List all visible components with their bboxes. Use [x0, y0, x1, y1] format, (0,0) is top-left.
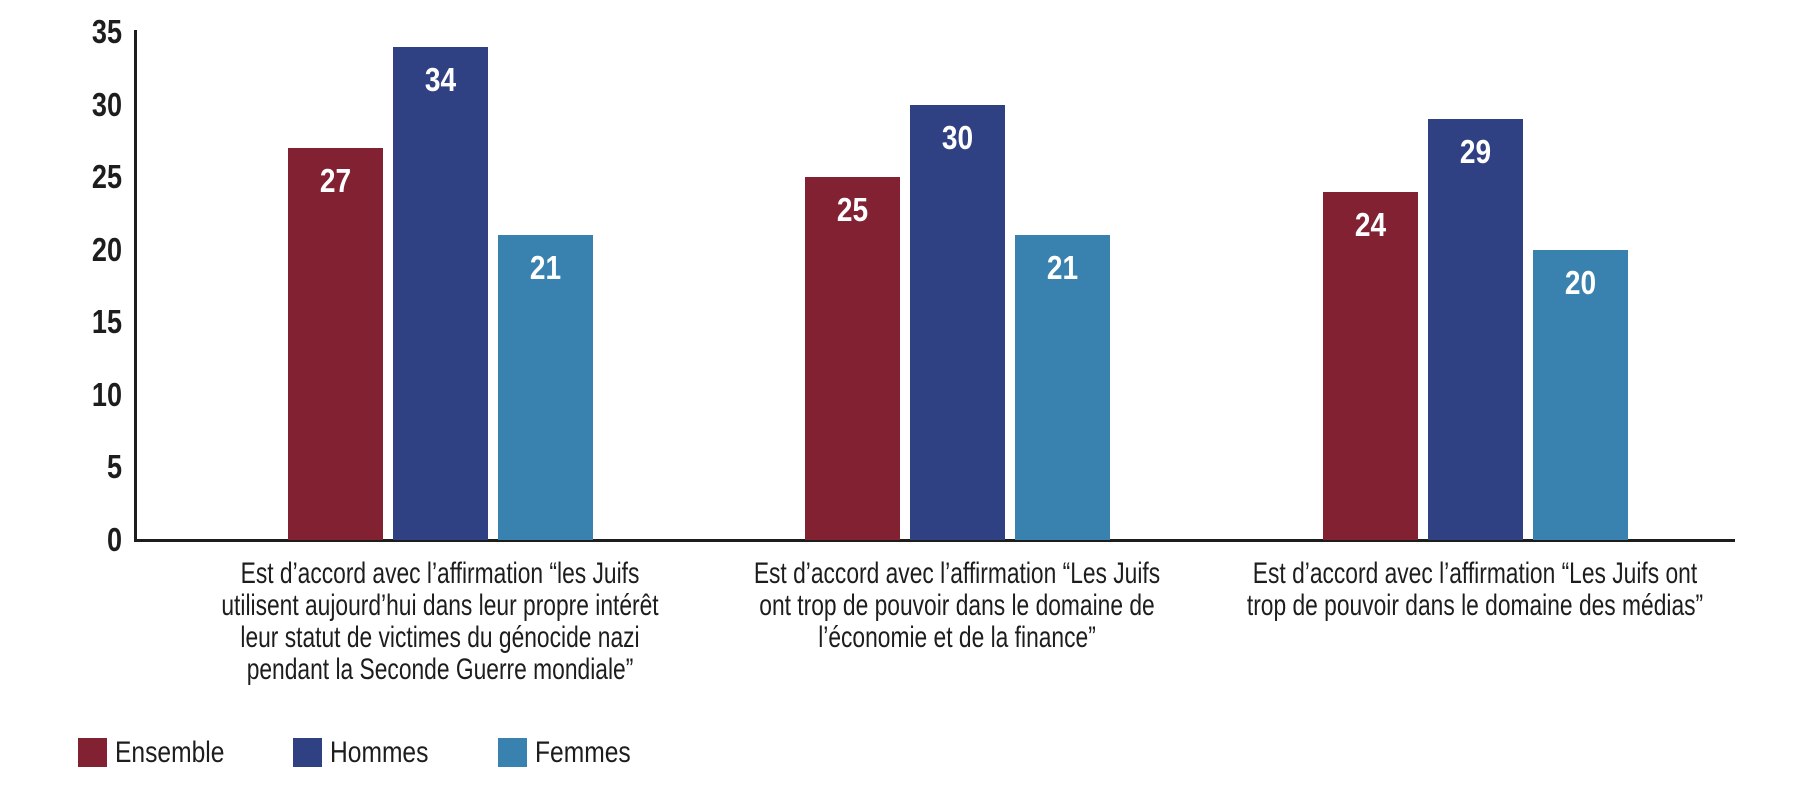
bar-value-label: 24: [1354, 206, 1386, 243]
y-axis-tick-label: 10: [91, 375, 122, 413]
bar-value-label: 20: [1564, 264, 1596, 301]
bar-group: 25 30 21: [804, 0, 1110, 540]
bar-value-label: 29: [1459, 133, 1491, 170]
y-axis-line: [134, 30, 137, 540]
legend-item-ensemble: Ensemble: [78, 736, 248, 769]
legend-item-femmes: Femmes: [498, 736, 652, 769]
y-axis-tick-label: 0: [106, 521, 122, 558]
y-axis-tick-label: 5: [106, 448, 122, 486]
bar-femmes: 21: [1014, 235, 1110, 540]
legend-swatch: [293, 738, 322, 767]
bar-group: 27 34 21: [287, 0, 593, 540]
bar-value-label: 25: [836, 191, 868, 228]
legend-label: Femmes: [535, 736, 631, 769]
legend-item-hommes: Hommes: [293, 736, 450, 769]
bar-group: 24 29 20: [1322, 0, 1628, 540]
bar-value-label: 34: [424, 61, 456, 98]
bar-hommes: 34: [392, 47, 488, 540]
bar-femmes: 20: [1532, 250, 1628, 540]
legend-label: Hommes: [330, 736, 429, 769]
bar-value-label: 27: [319, 162, 351, 199]
bar-hommes: 29: [1427, 119, 1523, 540]
bar-value-label: 30: [941, 119, 973, 156]
bar-ensemble: 24: [1322, 192, 1418, 540]
bar-hommes: 30: [909, 105, 1005, 540]
category-label: Est d’accord avec l’affirmation “les Jui…: [221, 557, 659, 686]
bar-value-label: 21: [529, 249, 561, 286]
category-label: Est d’accord avec l’affirmation “Les Jui…: [1246, 557, 1704, 622]
x-axis-line: [134, 539, 1735, 542]
category-label: Est d’accord avec l’affirmation “Les Jui…: [753, 557, 1161, 654]
legend-swatch: [498, 738, 527, 767]
bar-femmes: 21: [497, 235, 593, 540]
y-axis-tick-label: 15: [91, 303, 122, 341]
y-axis-tick-label: 20: [91, 230, 122, 268]
bar-ensemble: 27: [287, 148, 383, 540]
y-axis-tick-label: 25: [91, 158, 122, 196]
y-axis-tick-label: 35: [91, 13, 122, 50]
y-axis-tick-label: 30: [91, 85, 122, 123]
legend-label: Ensemble: [115, 736, 225, 769]
bar-ensemble: 25: [804, 177, 900, 540]
bar-value-label: 21: [1046, 249, 1078, 286]
legend-swatch: [78, 738, 107, 767]
